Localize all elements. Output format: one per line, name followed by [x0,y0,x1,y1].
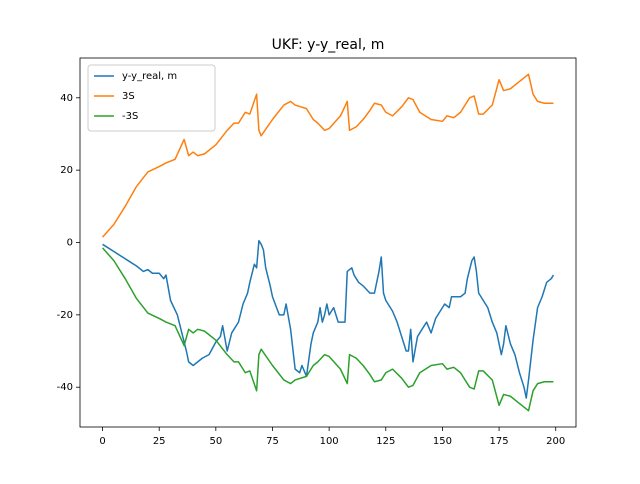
y-tick-label: 0 [67,238,73,249]
legend-label: 3S [122,91,135,102]
chart-title: UKF: y-y_real, m [272,37,385,53]
legend-label: y-y_real, m [122,71,177,82]
series-line [101,247,554,412]
x-tick-label: 125 [376,436,395,447]
x-tick-label: 100 [320,436,339,447]
x-tick-label: 150 [433,436,452,447]
legend-box [87,64,216,132]
x-tick-label: 0 [99,436,105,447]
legend-label: -3S [122,111,138,122]
y-tick-label: -20 [57,310,73,321]
plot-frame [79,57,577,428]
x-tick-label: 50 [209,436,222,447]
series-line [102,239,555,399]
y-tick-label: 40 [60,93,73,104]
x-tick-label: 175 [490,436,509,447]
y-tick-label: 20 [60,165,73,176]
x-tick-label: 25 [153,436,166,447]
y-tick-label: -40 [57,382,73,393]
series-line [101,73,554,238]
x-tick-label: 200 [546,436,565,447]
x-tick-label: 75 [266,436,279,447]
